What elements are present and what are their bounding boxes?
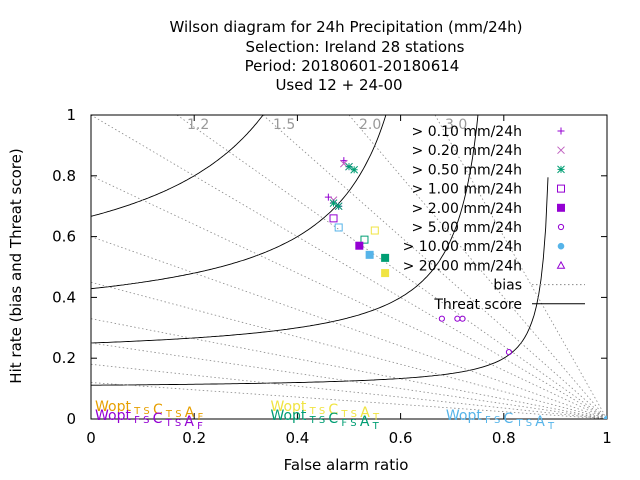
bias-label-1: 1.2 [187,117,209,133]
bias-labels: 1.2 1.5 2.0 3.0 [187,117,467,133]
data-point [381,269,390,278]
data-point [345,162,353,171]
data-point [365,250,374,259]
y-tick-label: 0 [66,410,76,428]
data-point [438,315,445,322]
threat-score-lines [91,115,549,386]
legend-threat-label: Threat score [433,297,522,313]
legend-marker [556,260,566,269]
plot-frame [90,114,608,420]
wopt-annotation: Wopt T S C T S A F [95,399,204,423]
legend-marker [557,223,565,231]
x-tick-label: 0.4 [285,429,309,447]
x-tick-label: 1 [602,429,612,447]
data-point [355,241,364,250]
legend-marker [557,165,565,174]
data-point [381,253,390,262]
threat-line-1 [91,177,549,386]
bias-ray-3 [91,236,607,419]
y-tick-label: 0.8 [52,167,76,185]
wopt-annotation: Wopt F S C T S A T [446,408,555,432]
legend-marker [557,127,565,135]
legend-label: > 0.50 mm/24h [412,162,522,178]
data-point [505,349,513,356]
title-line-1: Wilson diagram for 24h Precipitation (mm… [169,18,522,36]
legend-label: > 20.00 mm/24h [403,258,522,274]
y-tick-label: 0.6 [52,228,76,246]
title-line-3: Period: 20180601-20180614 [245,57,460,75]
data-point [370,226,379,235]
bias-ray-6 [91,342,607,419]
data-point [603,415,607,419]
threat-line-2 [91,115,479,344]
legend-label: > 1.00 mm/24h [412,182,522,198]
y-tick-label: 1 [66,106,76,124]
x-tick-label: 0.8 [492,429,516,447]
x-axis-label: False alarm ratio [284,456,409,474]
bias-line-2 [262,115,607,419]
data-point [454,315,461,322]
bias-line-3 [348,115,607,419]
chart-title: Wilson diagram for 24h Precipitation (mm… [169,18,522,94]
bias-label-2: 1.5 [273,117,295,133]
bias-ray-1 [91,115,607,419]
data-point [360,235,369,244]
title-line-4: Used 12 + 24-00 [275,76,402,94]
legend-label: > 0.20 mm/24h [412,143,522,159]
y-axis: 0 0.2 0.4 0.6 0.8 1 [52,106,607,428]
wopt-annotation: Wopt T S C T S A T [270,399,380,423]
legend-label: > 10.00 mm/24h [403,239,522,255]
legend-marker [557,184,565,193]
data-point [339,159,348,168]
legend: > 0.10 mm/24h > 0.20 mm/24h > 0.50 mm/24h >… [403,124,585,313]
data-point [334,202,343,211]
x-tick-label: 0.6 [389,429,413,447]
data-point [334,223,343,232]
bias-label-4: 3.0 [445,117,467,133]
bias-ray-2 [91,175,607,419]
wopt-annotation: Wopt F S C T S A F [95,408,203,432]
legend-label: > 2.00 mm/24h [412,201,522,217]
data-point [350,165,359,174]
y-axis-label: Hit rate (bias and Threat score) [7,148,25,383]
data-point [329,199,338,208]
bias-lines [91,115,607,419]
data-point [459,315,466,322]
legend-marker [557,203,565,212]
data-points [324,157,607,419]
threat-line-4 [91,115,264,217]
legend-label: > 5.00 mm/24h [412,220,522,236]
title-line-2: Selection: Ireland 28 stations [246,38,465,56]
legend-label: > 0.10 mm/24h [412,124,522,140]
x-tick-label: 0 [86,429,96,447]
bias-ray-4 [91,281,607,419]
x-tick-label: 0.2 [182,429,206,447]
bias-label-3: 2.0 [359,117,381,133]
x-axis: 0 0.2 0.4 0.6 0.8 1 [86,115,612,447]
data-point [329,214,338,223]
wopt-annotation: Wopt T S C F S A T [270,408,379,432]
threat-line-5 [91,115,92,116]
y-tick-label: 0.4 [52,288,76,306]
bias-ray-7 [91,363,607,419]
legend-bias-label: bias [493,278,522,294]
legend-marker [557,242,565,250]
bias-ray-5 [91,318,607,419]
y-tick-label: 0.2 [52,349,76,367]
legend-marker [557,146,565,155]
